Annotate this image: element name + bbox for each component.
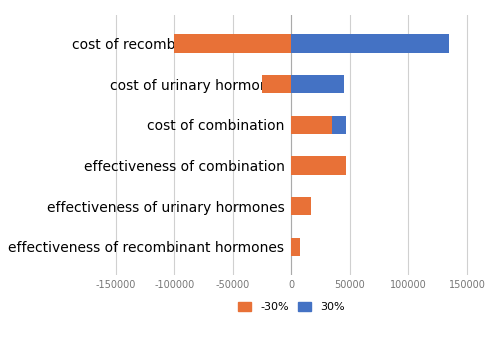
Bar (174, 34, 292, 53)
Bar (292, 157, 346, 175)
Bar (292, 75, 344, 93)
Bar (292, 197, 312, 215)
Bar (292, 238, 300, 256)
Bar (292, 116, 333, 134)
Bar (262, 75, 292, 93)
Legend: -30%, 30%: -30%, 30% (234, 297, 349, 317)
Bar (332, 116, 346, 134)
Bar (292, 34, 450, 53)
